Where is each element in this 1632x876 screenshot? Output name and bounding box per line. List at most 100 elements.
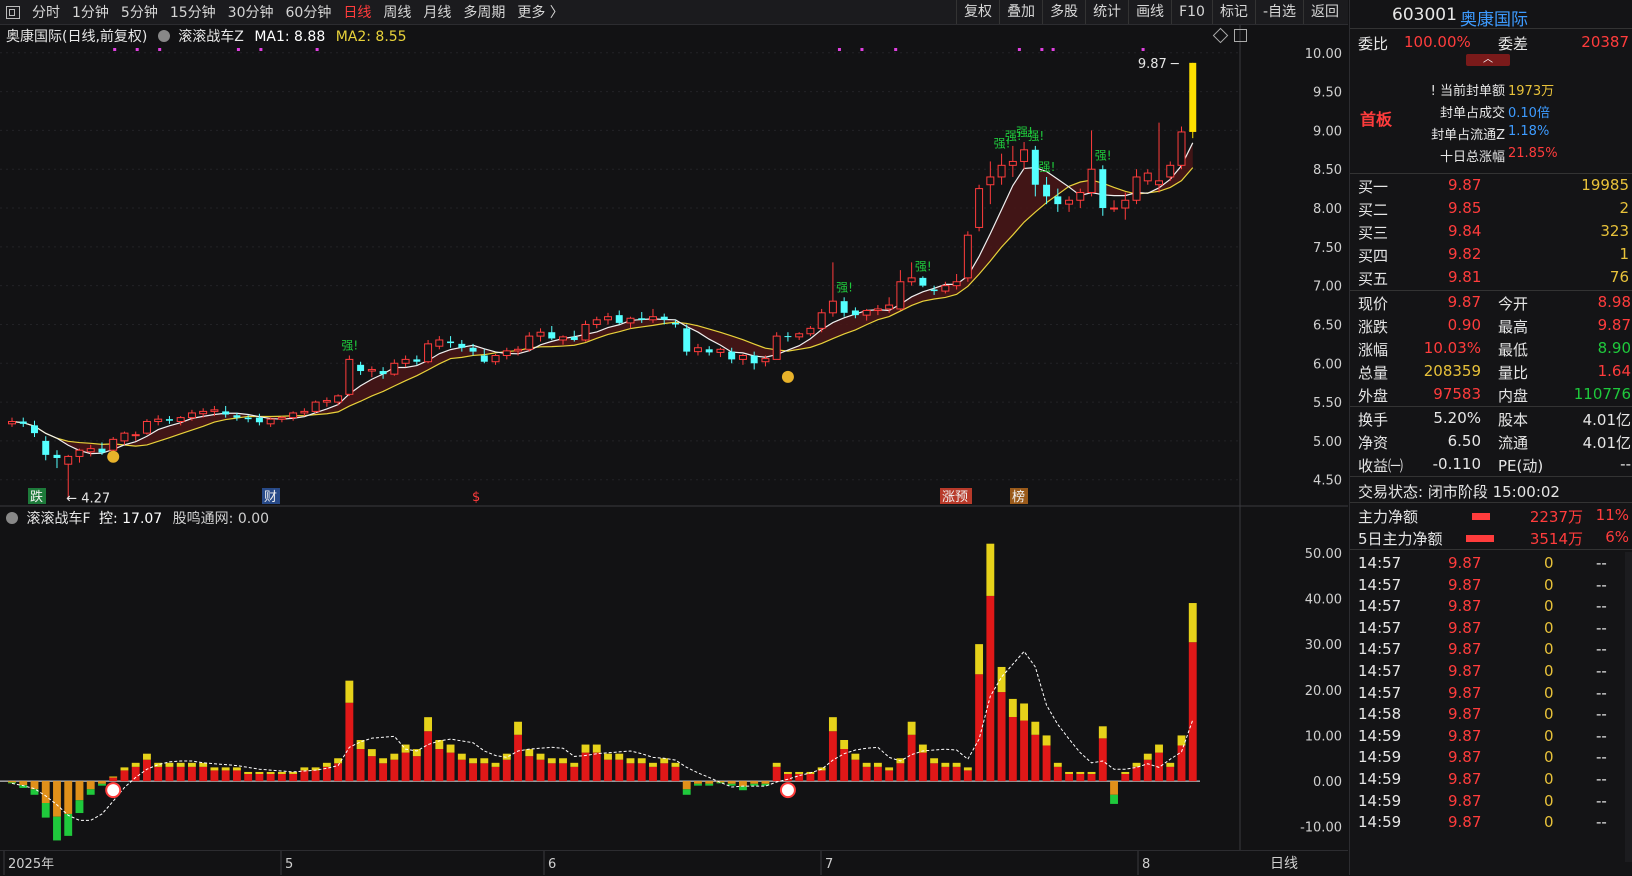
trade-status: 交易状态: 闭市阶段 15:00:02 (1350, 479, 1632, 503)
toolbar-button-4[interactable]: 画线 (1128, 0, 1171, 24)
sub-bar-green (694, 783, 702, 786)
event-marker: 财 (264, 490, 277, 505)
tick-extra: -- (1596, 662, 1607, 680)
sub-bar-red (975, 674, 984, 782)
period-tab-5[interactable]: 60分钟 (285, 5, 332, 21)
toolbar-button-7[interactable]: -自选 (1254, 0, 1303, 24)
candle-body (322, 400, 331, 403)
period-tab-6[interactable]: 日线 (343, 5, 372, 21)
signal-dot (1040, 48, 1044, 51)
sub-bar-red (1008, 716, 1017, 782)
period-tab-2[interactable]: 5分钟 (120, 5, 158, 21)
sub-bar-red (277, 773, 286, 782)
period-tab-4[interactable]: 30分钟 (227, 5, 274, 21)
sub-bar-red (795, 773, 804, 782)
sub-bar-red (873, 766, 882, 782)
sub-bar-orange (75, 781, 84, 801)
chart-area[interactable]: 10.00 9.50 9.00 8.50 8.00 7.50 7.00 6.50 6.00 5.5… (0, 25, 1348, 875)
sub-bar-orange (682, 781, 691, 790)
sub-bar-green (8, 782, 16, 784)
sub-bar-yellow (199, 762, 208, 767)
candle-body (840, 301, 848, 313)
toolbar-button-1[interactable]: 叠加 (999, 0, 1042, 24)
candle-body (559, 336, 568, 341)
collapse-chevron-icon[interactable]: ︿ (1466, 54, 1510, 66)
kline-chart[interactable]: 10.00 9.50 9.00 8.50 8.00 7.50 7.00 6.50 6.00 5.5… (0, 25, 1348, 875)
tick-volume: 0 (1544, 748, 1554, 767)
candle-body (772, 335, 781, 360)
fund-label: 换手 (1358, 411, 1389, 429)
sub-bar-red (604, 759, 612, 782)
period-tab-3[interactable]: 15分钟 (169, 5, 216, 21)
period-tab-7[interactable]: 周线 (383, 5, 412, 21)
candle-body (266, 418, 275, 425)
candle-body (1177, 131, 1186, 166)
quote-label: 最高 (1498, 318, 1529, 336)
candle-body (705, 349, 713, 353)
sub-bar-yellow (1076, 771, 1085, 774)
bid-label: 买二 (1358, 201, 1389, 219)
sub-bar-red (412, 756, 421, 782)
sub-bar-red (154, 766, 163, 782)
sub-bar-red (1053, 766, 1062, 782)
sub-bar-yellow (1053, 762, 1062, 767)
event-marker: 跌 (30, 489, 43, 505)
sub-bar-orange (694, 781, 702, 784)
period-tab-8[interactable]: 月线 (423, 5, 452, 21)
sub-tick-label: 40.00 (1305, 592, 1342, 607)
sub-bar-yellow (143, 753, 151, 760)
sub-bar-orange (41, 781, 50, 803)
weibi-value: 100.00% (1404, 33, 1471, 51)
sub-bar-yellow (244, 771, 253, 774)
tick-scrollbar[interactable] (1625, 552, 1632, 862)
sub-bar-yellow (109, 776, 118, 778)
sub-bar-green (750, 783, 759, 786)
sub-bar-yellow (255, 771, 264, 774)
sub-bar-yellow (1065, 771, 1073, 774)
tick-extra: -- (1596, 554, 1607, 572)
quote-value: 208359 (1423, 362, 1481, 380)
sub-toggle-icon[interactable] (6, 512, 18, 524)
candle-body (1166, 164, 1175, 178)
tick-volume: 0 (1544, 575, 1554, 594)
ma2-value: MA2: 8.55 (335, 29, 407, 45)
toolbar-button-2[interactable]: 多股 (1042, 0, 1085, 24)
sub-bar-red (1087, 773, 1096, 782)
period-tab-10[interactable]: 更多 〉 (517, 5, 564, 21)
toolbar-button-6[interactable]: 标记 (1211, 0, 1255, 24)
bid-volume: 323 (1600, 222, 1629, 240)
toolbar-button-0[interactable]: 复权 (956, 0, 999, 24)
toolbar-button-3[interactable]: 统计 (1085, 0, 1128, 24)
candle-body (413, 359, 421, 362)
trade-status-text: 交易状态: 闭市阶段 15:00:02 (1358, 483, 1560, 501)
tick-volume: 0 (1544, 813, 1554, 832)
strong-marker: 强! (915, 259, 932, 273)
period-tab-0[interactable]: 分时 (32, 5, 60, 21)
stock-name[interactable]: 奥康国际 (1460, 10, 1528, 30)
candle-body (199, 410, 208, 415)
sub-bar-yellow (334, 758, 343, 764)
panel-icon[interactable] (1234, 29, 1247, 42)
weicha-label: 委差 (1498, 35, 1529, 53)
period-tab-9[interactable]: 多周期 (463, 5, 506, 21)
event-marker-bg (28, 488, 46, 504)
tick-time: 14:58 (1358, 705, 1402, 724)
candle-body (131, 434, 140, 437)
sub-bar-red (840, 749, 849, 782)
candle-body (581, 323, 590, 341)
indicator-toggle-icon[interactable] (157, 30, 170, 42)
toolbar-button-5[interactable]: F10 (1171, 0, 1212, 24)
window-toggle-icon[interactable] (6, 5, 20, 19)
date-label: 7 (825, 857, 833, 872)
toolbar-button-8[interactable]: 返回 (1303, 0, 1346, 24)
weicha-value: 20387 (1581, 33, 1629, 51)
sub-bar-green (41, 803, 50, 818)
chart-header: 奥康国际(日线,前复权) 滚滚战车Z MA1: 8.88 MA2: 8.55 (6, 26, 407, 46)
period-tab-1[interactable]: 1分钟 (72, 5, 109, 21)
money-bag-icon (107, 450, 120, 463)
event-marker: 涨预 (942, 490, 968, 505)
sub-bar-orange (761, 781, 770, 784)
sub-bar-red (176, 766, 185, 782)
tick-volume: 0 (1544, 640, 1554, 659)
candle-body (997, 164, 1006, 178)
